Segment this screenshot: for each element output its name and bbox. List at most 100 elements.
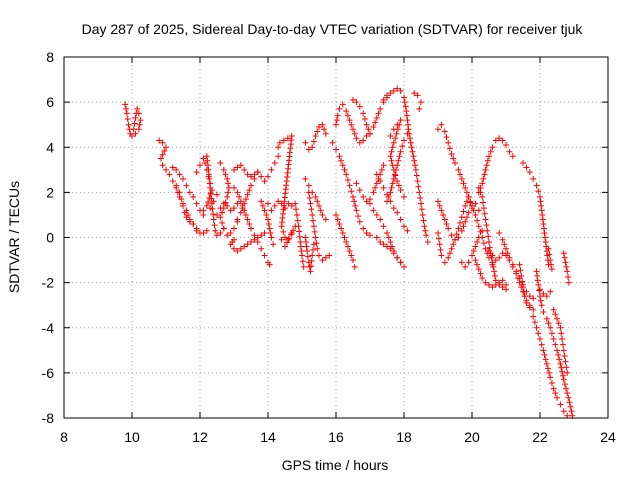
data-point: [156, 137, 163, 144]
data-point: [251, 236, 258, 243]
x-tick-label: 22: [532, 429, 548, 445]
data-point: [543, 293, 550, 300]
y-tick-label: -4: [42, 320, 55, 336]
data-point: [452, 236, 458, 243]
data-point: [339, 229, 346, 236]
data-point: [435, 126, 441, 133]
data-point: [414, 178, 421, 185]
data-point: [496, 279, 503, 286]
data-point: [224, 232, 231, 239]
data-point: [445, 225, 452, 232]
data-point: [227, 207, 234, 214]
data-point: [489, 144, 496, 151]
data-point: [292, 200, 299, 207]
data-point: [370, 123, 377, 130]
data-point: [343, 171, 350, 178]
data-point: [254, 234, 261, 241]
data-point: [394, 162, 401, 169]
data-point: [536, 287, 543, 294]
data-point: [401, 193, 407, 200]
data-point: [548, 261, 555, 268]
data-point: [390, 250, 397, 257]
data-point: [275, 153, 282, 160]
data-point: [310, 241, 317, 248]
data-point: [208, 200, 215, 207]
data-point: [540, 347, 547, 354]
gridlines: [64, 57, 608, 418]
data-point: [363, 132, 370, 139]
data-point: [217, 229, 224, 236]
data-point: [396, 153, 403, 160]
data-point: [499, 137, 506, 144]
data-point: [204, 157, 211, 164]
data-point: [258, 232, 265, 239]
data-point: [295, 223, 302, 230]
series-s21: [329, 139, 373, 239]
data-point: [523, 299, 530, 306]
data-point: [539, 216, 546, 223]
y-axis-label: SDTVAR / TECUs: [6, 181, 22, 293]
data-point: [169, 178, 176, 185]
data-point: [550, 306, 557, 313]
data-point: [443, 220, 450, 227]
data-point: [308, 263, 315, 270]
data-point: [412, 166, 419, 173]
series-s39: [472, 257, 509, 291]
data-point: [545, 245, 552, 252]
data-point: [477, 189, 484, 196]
data-point: [244, 216, 251, 223]
data-point: [384, 229, 390, 236]
data-point: [219, 209, 226, 216]
data-point: [418, 200, 424, 207]
data-point: [270, 241, 277, 248]
data-point: [559, 341, 566, 348]
data-point: [463, 198, 470, 205]
data-point: [492, 257, 499, 264]
data-point: [217, 214, 224, 221]
data-point: [363, 229, 370, 236]
data-point: [517, 267, 524, 274]
data-point: [300, 263, 307, 270]
x-tick-label: 8: [60, 429, 68, 445]
data-point: [384, 191, 390, 198]
data-point: [395, 182, 402, 189]
data-point: [561, 381, 568, 388]
data-point: [169, 164, 176, 171]
data-point: [310, 217, 317, 224]
data-point: [297, 243, 304, 250]
data-point: [356, 218, 363, 225]
data-point: [552, 390, 559, 397]
data-point: [214, 232, 220, 239]
data-point: [566, 399, 573, 406]
data-point: [437, 246, 444, 253]
data-point: [336, 220, 343, 227]
data-point: [479, 275, 486, 282]
data-point: [209, 205, 216, 212]
data-point: [562, 259, 569, 266]
data-point: [472, 257, 479, 264]
data-point: [533, 324, 540, 331]
data-point: [200, 155, 207, 162]
data-point: [496, 229, 503, 236]
data-point: [267, 229, 274, 236]
data-point: [538, 341, 545, 348]
data-point: [526, 169, 533, 176]
data-point: [392, 135, 399, 142]
data-point: [562, 358, 569, 365]
data-point: [540, 220, 547, 227]
data-point: [316, 202, 322, 209]
data-point: [443, 134, 450, 141]
data-point: [541, 229, 548, 236]
data-point: [161, 148, 168, 155]
data-point: [263, 211, 270, 218]
data-point: [242, 196, 249, 203]
series-s16: [292, 200, 307, 270]
data-point: [479, 193, 486, 200]
data-point: [299, 258, 306, 265]
data-point: [401, 223, 407, 230]
data-point: [304, 248, 311, 255]
series-s4: [173, 182, 210, 236]
data-point: [220, 166, 227, 173]
data-point: [435, 229, 441, 236]
data-point: [186, 218, 193, 225]
